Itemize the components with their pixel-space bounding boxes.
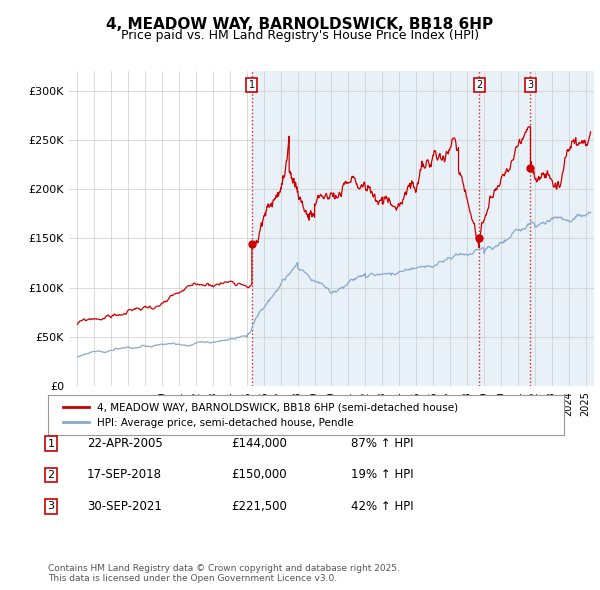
- Text: 22-APR-2005: 22-APR-2005: [87, 437, 163, 450]
- Text: £144,000: £144,000: [231, 437, 287, 450]
- Text: 1: 1: [249, 80, 255, 90]
- Text: 4, MEADOW WAY, BARNOLDSWICK, BB18 6HP: 4, MEADOW WAY, BARNOLDSWICK, BB18 6HP: [106, 17, 494, 31]
- Text: 19% ↑ HPI: 19% ↑ HPI: [351, 468, 413, 481]
- Text: 17-SEP-2018: 17-SEP-2018: [87, 468, 162, 481]
- Text: 1: 1: [47, 439, 55, 448]
- Text: 3: 3: [47, 502, 55, 511]
- Text: 2: 2: [476, 80, 482, 90]
- Text: £221,500: £221,500: [231, 500, 287, 513]
- Text: 30-SEP-2021: 30-SEP-2021: [87, 500, 162, 513]
- Text: 42% ↑ HPI: 42% ↑ HPI: [351, 500, 413, 513]
- Text: 2: 2: [47, 470, 55, 480]
- Text: Contains HM Land Registry data © Crown copyright and database right 2025.
This d: Contains HM Land Registry data © Crown c…: [48, 563, 400, 583]
- Legend: 4, MEADOW WAY, BARNOLDSWICK, BB18 6HP (semi-detached house), HPI: Average price,: 4, MEADOW WAY, BARNOLDSWICK, BB18 6HP (s…: [58, 398, 462, 432]
- Text: £150,000: £150,000: [231, 468, 287, 481]
- Text: 3: 3: [527, 80, 533, 90]
- Text: Price paid vs. HM Land Registry's House Price Index (HPI): Price paid vs. HM Land Registry's House …: [121, 30, 479, 42]
- Text: 87% ↑ HPI: 87% ↑ HPI: [351, 437, 413, 450]
- Bar: [69, 71, 252, 386]
